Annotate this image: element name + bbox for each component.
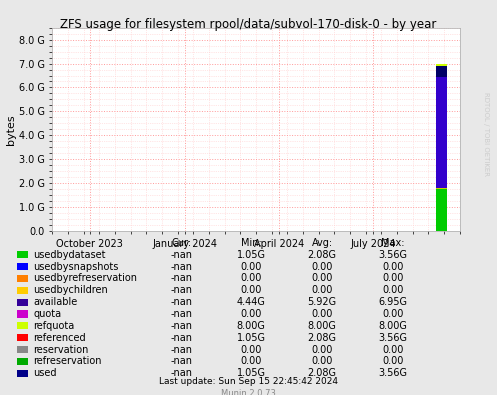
Bar: [436, 64, 447, 66]
Bar: [436, 66, 447, 77]
Text: 4.44G: 4.44G: [237, 297, 265, 307]
Text: Cur:: Cur:: [171, 238, 191, 248]
Text: -nan: -nan: [170, 368, 192, 378]
Text: 3.56G: 3.56G: [378, 250, 407, 260]
Text: -nan: -nan: [170, 285, 192, 295]
Text: 3.56G: 3.56G: [378, 368, 407, 378]
Text: -nan: -nan: [170, 356, 192, 367]
Text: 1.05G: 1.05G: [237, 333, 265, 343]
Text: 0.00: 0.00: [240, 356, 262, 367]
Text: 0.00: 0.00: [311, 285, 333, 295]
Text: RDTOOL / TOBI OETIKER: RDTOOL / TOBI OETIKER: [483, 92, 489, 176]
Text: 8.00G: 8.00G: [308, 321, 336, 331]
Text: reservation: reservation: [33, 344, 88, 355]
Text: 0.00: 0.00: [311, 273, 333, 284]
Text: 0.00: 0.00: [240, 309, 262, 319]
Text: used: used: [33, 368, 57, 378]
Text: available: available: [33, 297, 78, 307]
Text: Munin 2.0.73: Munin 2.0.73: [221, 389, 276, 395]
Text: ZFS usage for filesystem rpool/data/subvol-170-disk-0 - by year: ZFS usage for filesystem rpool/data/subv…: [60, 18, 437, 31]
Text: 2.08G: 2.08G: [308, 368, 336, 378]
Text: Last update: Sun Sep 15 22:45:42 2024: Last update: Sun Sep 15 22:45:42 2024: [159, 378, 338, 386]
Text: 0.00: 0.00: [311, 344, 333, 355]
Text: 0.00: 0.00: [311, 356, 333, 367]
Text: 1.05G: 1.05G: [237, 368, 265, 378]
Text: refquota: refquota: [33, 321, 75, 331]
Text: Max:: Max:: [381, 238, 405, 248]
Text: -nan: -nan: [170, 309, 192, 319]
Text: 0.00: 0.00: [240, 273, 262, 284]
Text: 2.08G: 2.08G: [308, 333, 336, 343]
Text: 0.00: 0.00: [382, 344, 404, 355]
Text: 0.00: 0.00: [382, 273, 404, 284]
Text: usedbydataset: usedbydataset: [33, 250, 106, 260]
Text: 5.92G: 5.92G: [308, 297, 336, 307]
Bar: [436, 189, 447, 231]
Text: usedbyrefreservation: usedbyrefreservation: [33, 273, 137, 284]
Text: 8.00G: 8.00G: [378, 321, 407, 331]
Text: Avg:: Avg:: [312, 238, 332, 248]
Text: 0.00: 0.00: [311, 309, 333, 319]
Text: usedbychildren: usedbychildren: [33, 285, 108, 295]
Text: quota: quota: [33, 309, 62, 319]
Text: -nan: -nan: [170, 261, 192, 272]
Text: -nan: -nan: [170, 333, 192, 343]
Text: 6.95G: 6.95G: [378, 297, 407, 307]
Bar: [436, 77, 447, 188]
Text: 0.00: 0.00: [382, 356, 404, 367]
Text: 0.00: 0.00: [240, 344, 262, 355]
Text: Min:: Min:: [241, 238, 261, 248]
Text: 0.00: 0.00: [382, 261, 404, 272]
Text: 3.56G: 3.56G: [378, 333, 407, 343]
Text: 8.00G: 8.00G: [237, 321, 265, 331]
Text: -nan: -nan: [170, 250, 192, 260]
Text: 1.05G: 1.05G: [237, 250, 265, 260]
Text: refreservation: refreservation: [33, 356, 102, 367]
Text: 0.00: 0.00: [240, 285, 262, 295]
Y-axis label: bytes: bytes: [6, 114, 16, 145]
Text: -nan: -nan: [170, 344, 192, 355]
Text: -nan: -nan: [170, 321, 192, 331]
Text: 0.00: 0.00: [240, 261, 262, 272]
Text: -nan: -nan: [170, 297, 192, 307]
Text: 0.00: 0.00: [382, 285, 404, 295]
Text: -nan: -nan: [170, 273, 192, 284]
Text: usedbysnapshots: usedbysnapshots: [33, 261, 119, 272]
Text: 0.00: 0.00: [311, 261, 333, 272]
Text: 2.08G: 2.08G: [308, 250, 336, 260]
Text: 0.00: 0.00: [382, 309, 404, 319]
Bar: [436, 188, 447, 189]
Text: referenced: referenced: [33, 333, 86, 343]
